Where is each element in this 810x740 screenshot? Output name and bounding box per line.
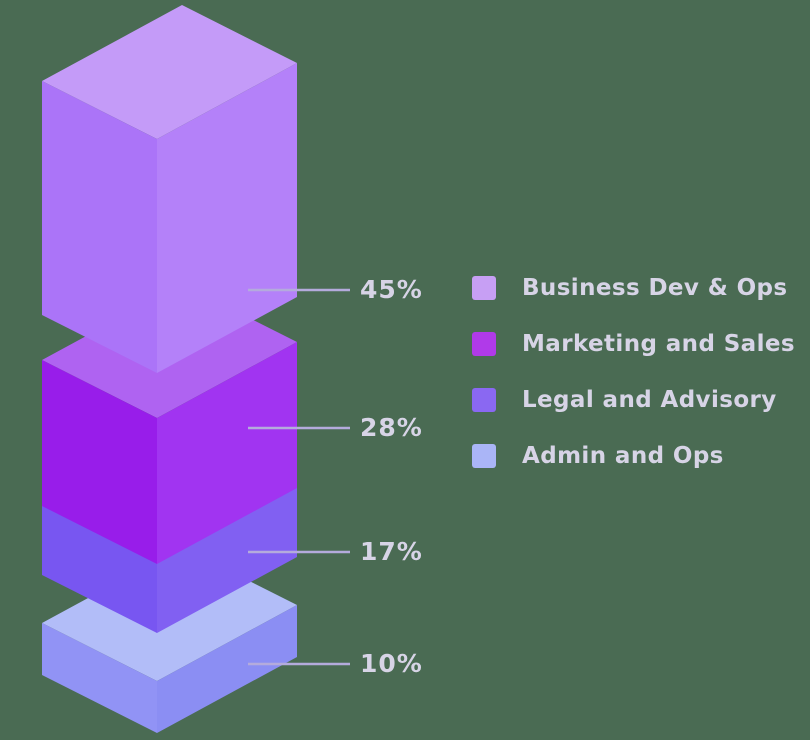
legend-swatch-icon — [472, 332, 496, 356]
legend-label: Legal and Advisory — [522, 387, 777, 413]
value-label-1: 28% — [360, 413, 423, 442]
bar-block-0 — [42, 5, 297, 373]
legend-item-marketing-sales: Marketing and Sales — [472, 331, 795, 357]
block-right-face — [157, 63, 297, 373]
block-top-face — [42, 5, 297, 139]
block-left-face — [42, 623, 157, 733]
value-label-2: 17% — [360, 537, 423, 566]
legend-label: Admin and Ops — [522, 443, 724, 469]
block-right-face — [157, 342, 297, 564]
legend-swatch-icon — [472, 444, 496, 468]
legend-swatch-icon — [472, 388, 496, 412]
legend-swatch-icon — [472, 276, 496, 300]
legend-item-legal-advisory: Legal and Advisory — [472, 387, 795, 413]
block-left-face — [42, 487, 157, 633]
value-label-0: 45% — [360, 275, 423, 304]
value-label-3: 10% — [360, 649, 423, 678]
block-right-face — [157, 469, 297, 633]
block-left-face — [42, 360, 157, 564]
legend-item-business-dev-ops: Business Dev & Ops — [472, 275, 795, 301]
legend-label: Business Dev & Ops — [522, 275, 788, 301]
legend-label: Marketing and Sales — [522, 331, 795, 357]
block-left-face — [42, 81, 157, 373]
block-right-face — [157, 605, 297, 733]
legend: Business Dev & Ops Marketing and Sales L… — [472, 275, 795, 469]
legend-item-admin-ops: Admin and Ops — [472, 443, 795, 469]
